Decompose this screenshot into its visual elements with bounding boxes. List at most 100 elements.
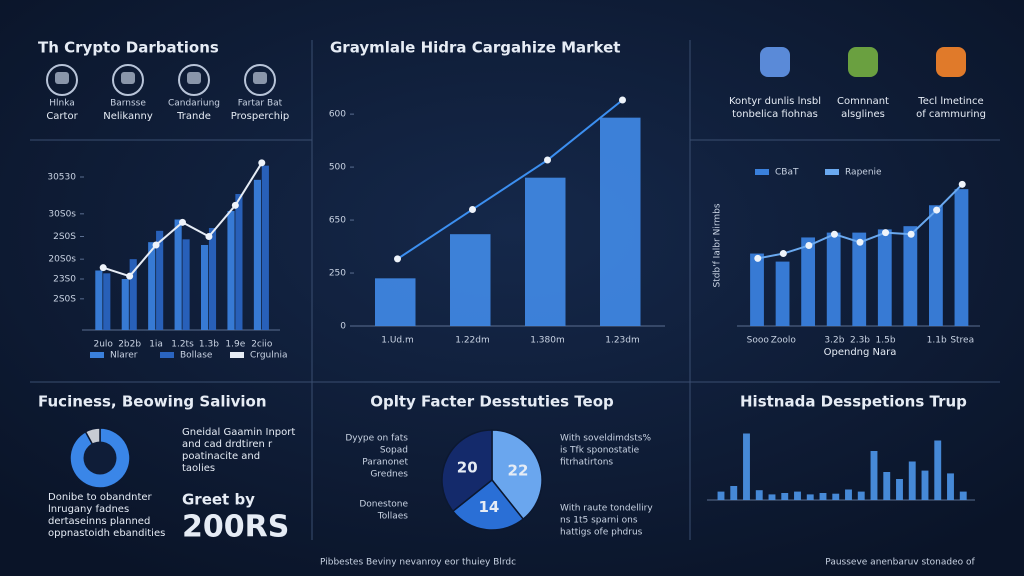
icon — [112, 64, 144, 96]
label: Sopad — [380, 446, 408, 456]
label: With raute tondelliry — [560, 504, 653, 514]
slice-label: 22 — [508, 461, 529, 479]
marker — [231, 201, 239, 209]
bar — [730, 486, 738, 500]
label: tonbelica fiohnas — [732, 109, 818, 120]
label: Candariung — [168, 99, 220, 109]
marker — [856, 238, 864, 246]
x-tick-label: Zoolo — [771, 336, 797, 346]
x-tick-label: 1.2ts — [171, 340, 194, 350]
x-tick-label: 1.5b — [876, 336, 896, 346]
x-tick-label: 1.Ud.m — [381, 336, 414, 346]
bar — [600, 117, 641, 326]
marker — [754, 254, 762, 262]
slice — [451, 478, 525, 531]
label: Prosperchip — [231, 111, 289, 122]
bar — [934, 440, 942, 500]
donut-hole — [83, 441, 117, 475]
bar — [768, 494, 776, 500]
big-number: 200RS — [182, 510, 289, 545]
y-tick-label: 20S0s — [48, 255, 76, 265]
x-tick-label: 1ia — [149, 340, 163, 350]
bar — [755, 490, 763, 500]
x-tick-label: Sooo — [747, 336, 770, 346]
label: With soveldimdsts% — [560, 434, 651, 444]
footer: Pibbestes Beviny nevanroy eor thuiey Blr… — [320, 558, 516, 568]
x-tick-label: 1.380m — [530, 336, 565, 346]
label: Nelikanny — [103, 111, 153, 122]
x-tick-label: Strea — [950, 336, 974, 346]
bar — [129, 259, 137, 330]
legend-label: Nlarer — [110, 351, 138, 361]
greet: Greet by — [182, 491, 255, 509]
footer: Pausseve anenbaruv stonadeo of — [825, 558, 975, 568]
y-tick-label: 500 — [329, 163, 346, 173]
chart-title: Histnada Desspetions Trup — [740, 393, 967, 411]
bar — [921, 470, 929, 500]
icon — [55, 72, 69, 84]
y-tick-label: 600 — [329, 110, 346, 120]
bar — [870, 451, 878, 500]
bar — [896, 479, 903, 500]
marker — [882, 229, 890, 237]
label: Paranonet — [362, 458, 408, 468]
icon — [760, 47, 790, 77]
marker — [469, 205, 476, 213]
marker — [805, 242, 813, 249]
legend-swatch — [825, 169, 839, 175]
legend-label: CBaT — [775, 168, 799, 178]
chart-title: Graymlale Hidra Cargahize Market — [330, 39, 620, 57]
icon — [178, 64, 210, 96]
legend-swatch — [230, 352, 244, 358]
bar — [208, 228, 217, 330]
marker — [126, 272, 134, 280]
marker — [933, 206, 941, 214]
x-tick-label: 1.3b — [199, 340, 219, 350]
x-tick-label: 3.2b — [824, 336, 844, 346]
label: is Tfk sponostatie — [560, 446, 640, 456]
bar — [174, 219, 182, 330]
bar — [826, 232, 841, 326]
bar — [525, 177, 566, 326]
y-tick-label: 650 — [329, 216, 346, 226]
label: hattigs ofe phdrus — [560, 528, 643, 538]
x-tick-label: 2b2b — [118, 340, 141, 350]
bar — [819, 493, 827, 500]
y-tick-label: 2S0S — [53, 232, 76, 242]
label: fitrhatirtons — [560, 458, 613, 468]
x-tick-label: 1.1b — [927, 336, 947, 346]
marker — [394, 255, 401, 263]
bar — [261, 165, 269, 330]
marker — [830, 230, 838, 238]
bar — [929, 205, 943, 326]
label: and cad drdtiren r — [182, 439, 273, 450]
label: Trande — [176, 111, 211, 122]
bar — [450, 234, 491, 326]
bar — [794, 491, 801, 500]
label: Donibe to obandnter — [48, 492, 153, 503]
marker — [205, 233, 213, 240]
marker — [619, 96, 626, 104]
bar — [743, 433, 750, 500]
label: alsglines — [841, 109, 885, 120]
y-tick-label: 2S0S — [53, 294, 76, 304]
bar — [156, 230, 164, 330]
label: oppnastoidh ebandities — [48, 528, 165, 539]
legend-swatch — [755, 169, 769, 175]
label: Donestone — [359, 500, 408, 510]
bar — [235, 194, 243, 330]
marker — [152, 241, 160, 249]
x-axis-label: Opendng Nara — [824, 347, 897, 358]
legend-label: Rapenie — [845, 168, 882, 178]
bar — [148, 242, 156, 330]
label: Gneidal Gaamin Inport — [182, 427, 295, 438]
line — [396, 99, 624, 260]
x-tick-label: 1.9e — [225, 340, 245, 350]
legend-label: Crgulnia — [250, 351, 287, 361]
label: ns 1t5 sparni ons — [560, 516, 638, 526]
label: of cammuring — [916, 109, 986, 120]
bar — [845, 489, 852, 500]
label: Tollaes — [377, 512, 409, 522]
dividers — [30, 40, 1000, 540]
bar — [947, 473, 954, 500]
